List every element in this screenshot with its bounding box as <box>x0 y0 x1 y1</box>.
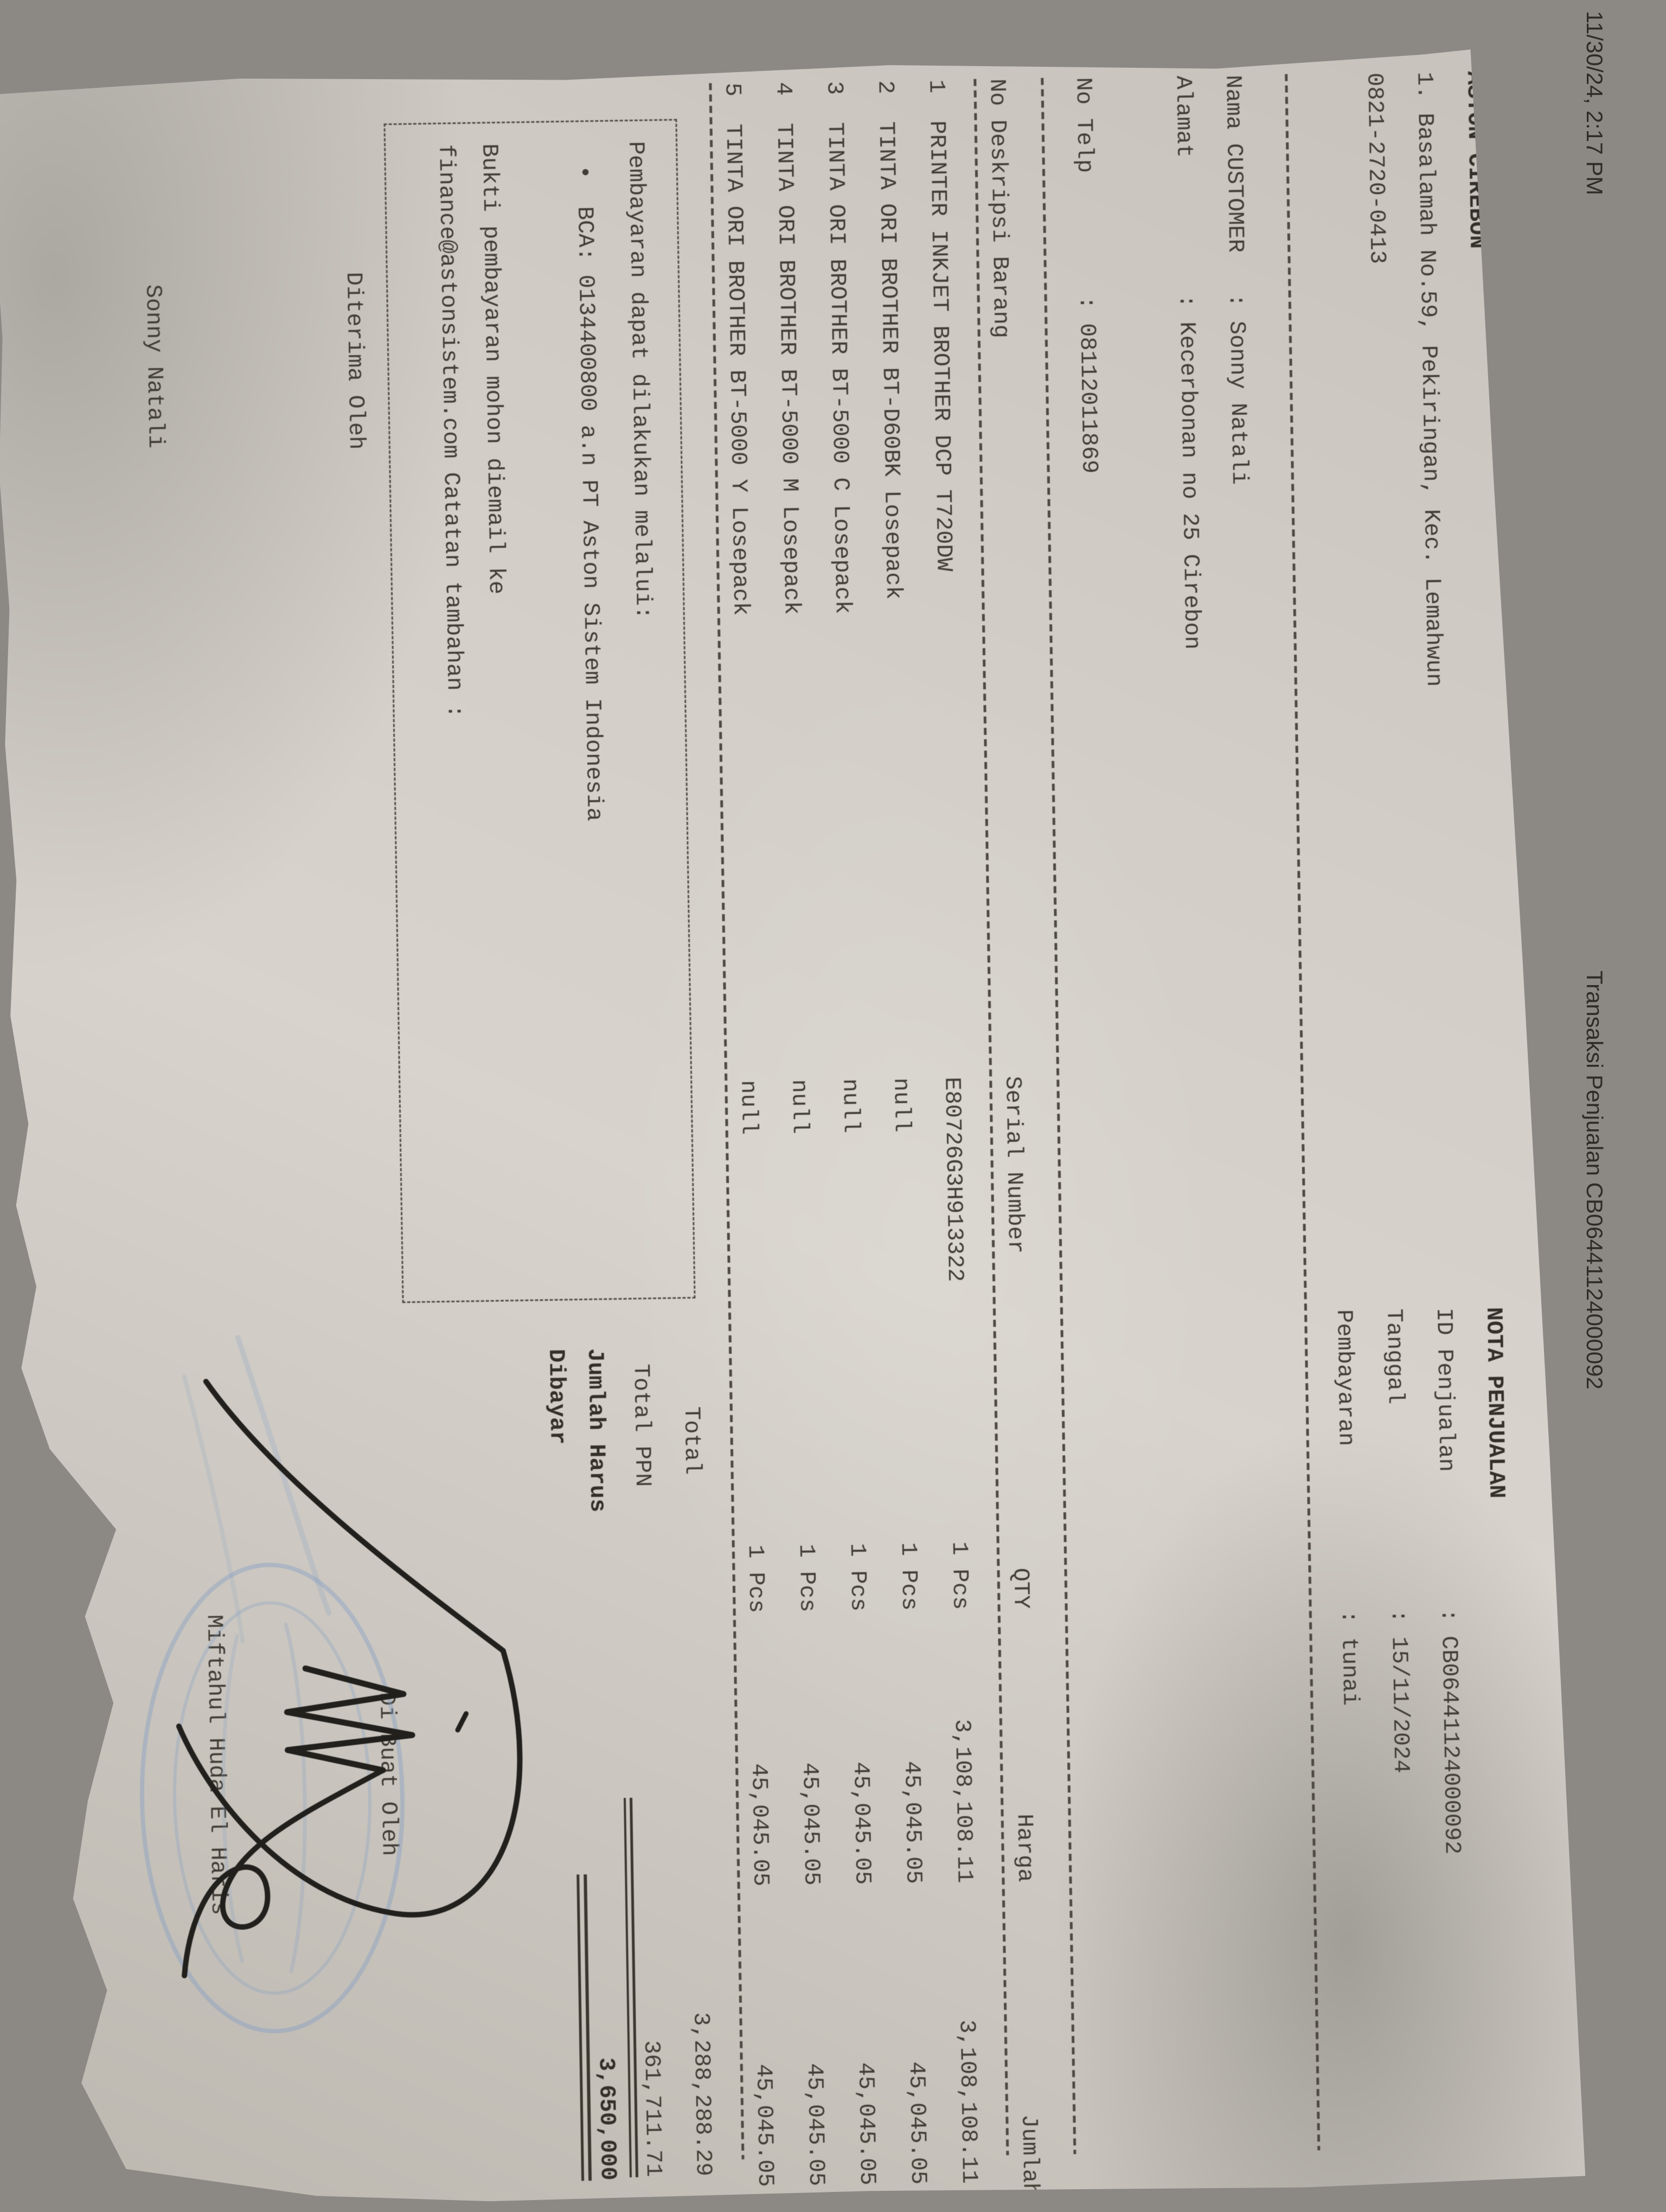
ppn-label: Total PPN <box>627 1364 656 1487</box>
made-by-name: Miftahul Huda El Haris <box>201 1614 232 1915</box>
total-value: 3,288,288.29 <box>688 2012 716 2177</box>
due-underline <box>576 1875 584 2181</box>
separator-line <box>1041 78 1076 2155</box>
nota-date-line: Tanggal : 15/11/2024 <box>1381 1308 1414 1774</box>
table-row: 4 TINTA ORI BROTHER BT-5000 M Losepack n… <box>770 81 830 2187</box>
store-address: 1. Basalamah No.59, Pekiringan, Kec. Lem… <box>1411 72 1447 687</box>
nota-payment-line: Pembayaran : tunai <box>1331 1309 1363 1706</box>
due-label: Dibayar <box>542 1348 571 1445</box>
table-row: 2 TINTA ORI BROTHER BT-D60BK Losepack nu… <box>872 80 932 2185</box>
customer-name-line: Nama CUSTOMER : Sonny Natali <box>1220 74 1253 485</box>
total-label: Total <box>678 1406 706 1475</box>
due-label: Jumlah Harus <box>581 1348 611 1513</box>
table-row: 1 PRINTER INKJET BROTHER DCP T720DW E807… <box>923 79 983 2184</box>
nota-id-line: ID Penjualan : CB06441124000092 <box>1430 1307 1465 1855</box>
due-value: 3,650,000 <box>593 2057 621 2181</box>
store-phone: 0821-2720-0413 <box>1361 72 1391 265</box>
store-name: ASTON CIREBON <box>1461 70 1490 249</box>
print-datetime: 11/30/24, 2:17 PM <box>1582 11 1607 196</box>
customer-address-line: Alamat : Kecerbonan no 25 Cirebon <box>1170 75 1205 650</box>
stamp-graphic <box>135 1335 406 2033</box>
made-by-label: Di Buat Oleh <box>373 1692 402 1856</box>
received-by-label: Diterima Oleh <box>340 272 369 450</box>
received-by-name: Sonny Natali <box>140 284 169 449</box>
nota-title: NOTA PENJUALAN <box>1480 1307 1510 1499</box>
customer-phone-line: No Telp : 08112011869 <box>1070 77 1103 474</box>
ppn-value: 361,711.71 <box>638 2040 667 2177</box>
print-title: Transaksi Penjualan CB06441124000092 <box>1582 970 1607 1390</box>
table-row: 3 TINTA ORI BROTHER BT-5000 C Losepack n… <box>821 81 881 2186</box>
separator-line <box>1285 74 1320 2151</box>
